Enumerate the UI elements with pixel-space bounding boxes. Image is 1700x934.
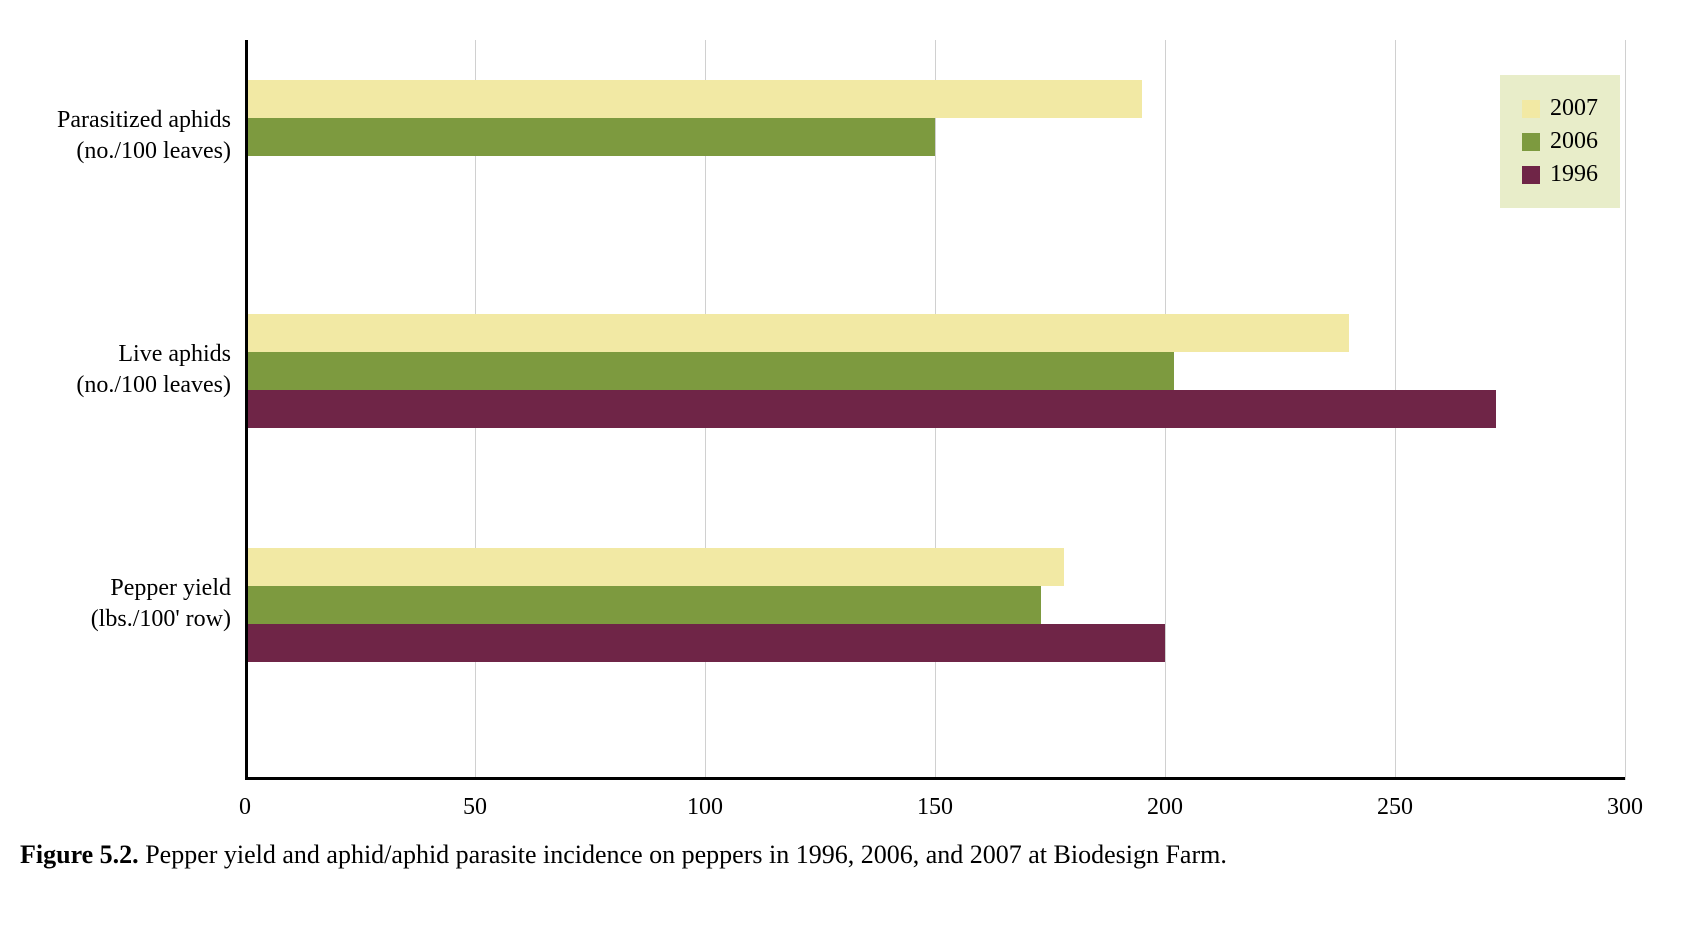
grid-line (1625, 40, 1626, 780)
chart-container: 050100150200250300 200720061996 Figure 5… (20, 20, 1680, 890)
plot-area: 050100150200250300 (245, 40, 1625, 780)
category-label-line2: (no./100 leaves) (20, 136, 231, 167)
legend-label: 1996 (1550, 161, 1598, 188)
bar (248, 352, 1174, 390)
x-tick-label: 200 (1147, 794, 1183, 821)
category-label: Pepper yield(lbs./100' row) (20, 573, 231, 635)
category-label-line1: Parasitized aphids (20, 105, 231, 136)
legend-item: 2007 (1522, 95, 1598, 122)
legend-item: 1996 (1522, 161, 1598, 188)
legend-label: 2007 (1550, 95, 1598, 122)
x-tick-label: 50 (463, 794, 487, 821)
x-axis-line (245, 777, 1625, 780)
category-label-line1: Pepper yield (20, 573, 231, 604)
category-label-line2: (no./100 leaves) (20, 370, 231, 401)
category-label-line1: Live aphids (20, 339, 231, 370)
bar (248, 314, 1349, 352)
x-tick-label: 250 (1377, 794, 1413, 821)
bar (248, 548, 1064, 586)
legend-item: 2006 (1522, 128, 1598, 155)
legend: 2007 2006 1996 (1500, 75, 1620, 208)
category-label-line2: (lbs./100' row) (20, 604, 231, 635)
category-label: Live aphids(no./100 leaves) (20, 339, 231, 401)
x-tick-label: 100 (687, 794, 723, 821)
bar (248, 586, 1041, 624)
caption-prefix: Figure 5.2. (20, 840, 139, 869)
legend-swatch (1522, 100, 1540, 118)
legend-swatch (1522, 133, 1540, 151)
legend-label: 2006 (1550, 128, 1598, 155)
x-tick-label: 150 (917, 794, 953, 821)
figure-caption: Figure 5.2. Pepper yield and aphid/aphid… (20, 840, 1227, 870)
bar (248, 118, 935, 156)
bar (248, 390, 1496, 428)
x-tick-label: 300 (1607, 794, 1643, 821)
x-tick-label: 0 (239, 794, 251, 821)
bar (248, 624, 1165, 662)
legend-swatch (1522, 166, 1540, 184)
bar (248, 80, 1142, 118)
category-label: Parasitized aphids(no./100 leaves) (20, 105, 231, 167)
caption-text: Pepper yield and aphid/aphid parasite in… (139, 840, 1227, 869)
